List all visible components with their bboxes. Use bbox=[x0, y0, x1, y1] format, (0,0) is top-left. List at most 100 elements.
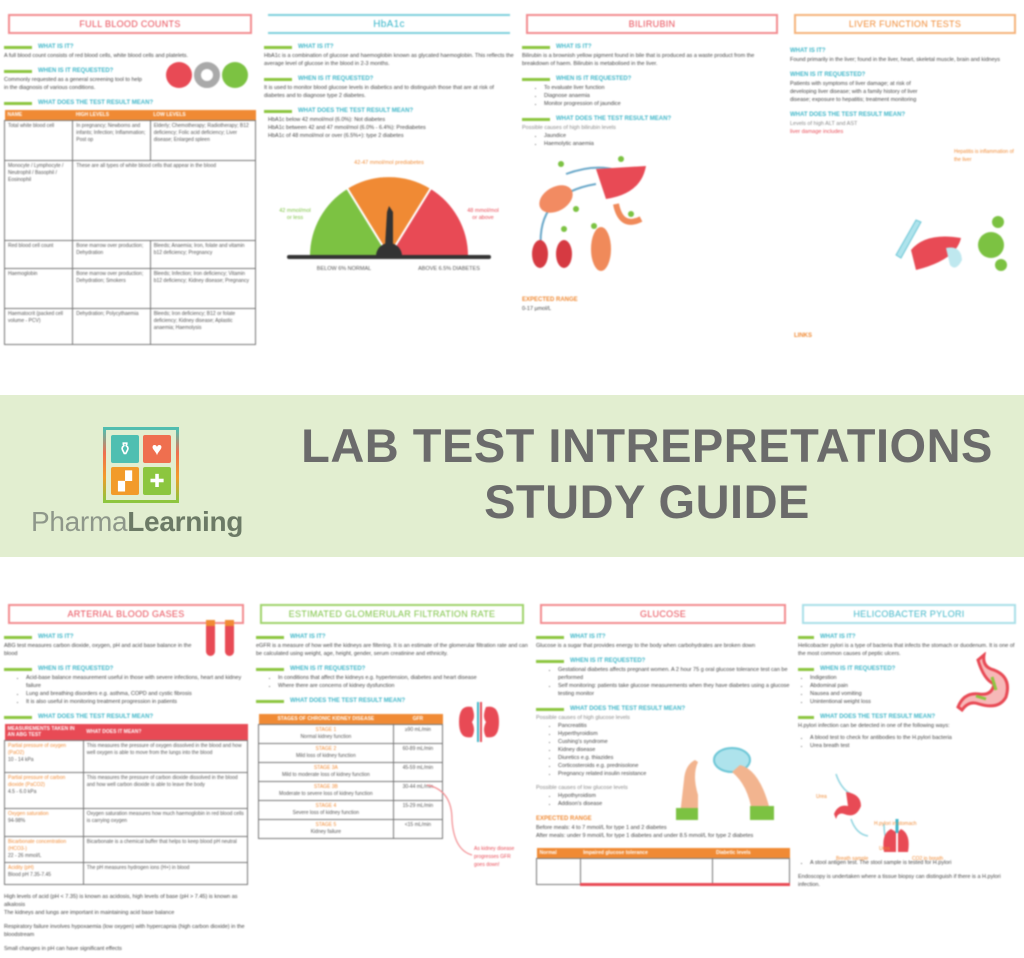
cell: These are all types of white blood cells… bbox=[72, 160, 256, 241]
headline-line-1: LAB TEST INTREPRETATIONS bbox=[301, 419, 993, 472]
section-heading: WHEN IS IT REQUESTED? bbox=[570, 658, 646, 664]
list-item: Corticosteroids e.g. prednisolone bbox=[558, 762, 790, 770]
list-item: Addison's disease bbox=[558, 800, 790, 808]
annotation-arrow-icon bbox=[426, 784, 473, 856]
section-bar bbox=[264, 109, 292, 113]
bottom-page-row: ARTERIAL BLOOD GASES WHAT IS IT? ABG tes… bbox=[0, 590, 1024, 958]
section-heading: WHAT IS IT? bbox=[790, 48, 826, 54]
blood-tube-icon bbox=[225, 620, 234, 656]
result-intro: Possible causes of high bilirubin levels bbox=[522, 125, 616, 131]
expected-range-line: After meals: under 9 mmol/L for type 1 d… bbox=[536, 833, 754, 839]
gauge-top-label: 42-47 mmol/mol prediabetes bbox=[354, 160, 424, 166]
links-label: LINKS bbox=[794, 333, 812, 339]
glucose-meter-hands-icon bbox=[676, 747, 774, 820]
cell: This measures the pressure of carbon dio… bbox=[82, 772, 249, 809]
page-title: FULL BLOOD COUNTS bbox=[8, 14, 252, 34]
fbc-table: NAME HIGH LEVELS LOW LEVELS Total white … bbox=[3, 110, 257, 345]
section-heading: WHAT DOES THE TEST RESULT MEAN? bbox=[298, 108, 414, 114]
expected-range-value: 0-17 µmol/L bbox=[522, 306, 552, 312]
measure-name: Partial pressure of oxygen (PaO2) bbox=[8, 743, 67, 756]
section-bar bbox=[4, 667, 32, 671]
measure-name: Oxygen saturation bbox=[8, 811, 49, 817]
cell: Elderly; Chemotherapy; Radiotherapy; B12… bbox=[149, 120, 257, 161]
cell: Monocyte / Lymphocyte / Neutrophil / Bas… bbox=[3, 160, 74, 241]
list-item: Urea breath test bbox=[810, 742, 1020, 750]
section-heading: WHAT DOES THE TEST RESULT MEAN? bbox=[790, 112, 906, 118]
section-bar bbox=[256, 699, 284, 703]
what-text: Helicobacter pylori is a type of bacteri… bbox=[798, 643, 1015, 657]
page-glucose: GLUCOSE WHAT IS IT? Glucose is a sugar t… bbox=[532, 590, 794, 958]
list-item: Cushing's syndrome bbox=[558, 738, 790, 746]
cell: STAGE 5 Kidney failure bbox=[258, 819, 394, 839]
cell: Dehydration; Polycythaemia bbox=[72, 308, 151, 345]
result-list: Jaundice Haemolytic anaemia bbox=[522, 132, 782, 148]
measure-range: 10 - 14 kPa bbox=[8, 757, 34, 763]
section-heading: WHEN IS IT REQUESTED? bbox=[556, 76, 632, 82]
cell: The pH measures hydrogen ions (H+) in bl… bbox=[82, 862, 249, 885]
page-title: HELICOBACTER PYLORI bbox=[802, 604, 1016, 624]
heart-handshake-icon: ♥ bbox=[143, 435, 171, 463]
test-methods-list-2: A stool antigen test. The stool sample i… bbox=[798, 859, 1020, 867]
measure-range: Blood pH 7.35-7.45 bbox=[8, 872, 52, 878]
table-row: STAGE 3B Moderate to severe loss of kidne… bbox=[258, 781, 444, 801]
stage: STAGE 2 bbox=[315, 746, 337, 752]
page-title: LAB TEST INTREPRETATIONS STUDY GUIDE bbox=[270, 418, 1024, 530]
red-blood-cell-icon bbox=[166, 62, 192, 88]
cell: Bleeds; Iron deficiency; B12 or folate d… bbox=[149, 308, 257, 345]
page-egfr: ESTIMATED GLOMERULAR FILTRATION RATE WHA… bbox=[252, 590, 532, 958]
list-item: Monitor progression of jaundice bbox=[544, 100, 782, 108]
section-heading: WHAT DOES THE TEST RESULT MEAN? bbox=[556, 116, 672, 122]
section-heading: WHAT IS IT? bbox=[298, 44, 334, 50]
hba1c-gauge: 42-47 mmol/mol prediabetes 42 mmol/mol o… bbox=[279, 146, 499, 276]
abg-table: MEASUREMENTS TAKEN IN AN ABG TEST WHAT D… bbox=[4, 724, 249, 885]
page-title: GLUCOSE bbox=[540, 604, 786, 624]
table-row bbox=[536, 858, 790, 886]
liver-damage-highlight: liver damage includes bbox=[790, 129, 844, 135]
gauge-left-label: 42 mmol/mol or less bbox=[279, 208, 311, 221]
result-line: HbA1c between 42 and 47 mmol/mol (6.0% -… bbox=[268, 125, 426, 131]
list-item: A stool antigen test. The stool sample i… bbox=[810, 859, 1020, 867]
what-text: eGFR is a measure of how well the kidney… bbox=[256, 643, 528, 657]
expected-range-label: EXPECTED RANGE bbox=[522, 297, 578, 303]
result-line: HbA1c below 42 mmol/mol (6.0%): Not diab… bbox=[268, 117, 386, 123]
page-title: LIVER FUNCTION TESTS bbox=[794, 14, 1016, 34]
section-heading: WHEN IS IT REQUESTED? bbox=[790, 72, 866, 78]
page-title: ARTERIAL BLOOD GASES bbox=[8, 604, 244, 624]
page-full-blood-counts: FULL BLOOD COUNTS WHAT IS IT? A full blo… bbox=[0, 0, 260, 395]
stage: STAGE 5 bbox=[315, 822, 337, 828]
section-heading: WHAT IS IT? bbox=[290, 634, 326, 640]
table-row: STAGE 5 Kidney failure <15 mL/min bbox=[258, 819, 444, 839]
page-liver-function-tests: LIVER FUNCTION TESTS WHAT IS IT? Found p… bbox=[786, 0, 1024, 395]
when-list: Acid-base balance measurement useful in … bbox=[4, 674, 248, 706]
what-text: Bilirubin is a brownish yellow pigment f… bbox=[522, 53, 755, 67]
col-header: GFR bbox=[393, 714, 443, 725]
medical-cross-icon: ✚ bbox=[143, 467, 171, 495]
test-methods-list: A blood test to check for antibodies to … bbox=[798, 734, 1020, 750]
stage-desc: Mild loss of kidney function bbox=[295, 753, 356, 759]
when-text: It is used to monitor blood glucose leve… bbox=[264, 85, 494, 99]
table-row: Oxygen saturation 94-98% Oxygen saturatio… bbox=[4, 808, 249, 837]
platelet-icon bbox=[222, 62, 248, 88]
col-header: HIGH LEVELS bbox=[72, 110, 151, 121]
table-row: Total white blood cell In pregnancy; New… bbox=[3, 120, 257, 161]
cell: Haematocrit (packed cell volume - PCV) bbox=[3, 308, 74, 345]
when-text: Patients with symptoms of liver damage; … bbox=[790, 81, 918, 103]
high-causes-list: Pancreatitis Hyperthyroidism Cushing's s… bbox=[536, 722, 790, 778]
section-heading: WHAT DOES THE TEST RESULT MEAN? bbox=[38, 100, 154, 106]
cell: STAGE 4 Severe loss of kidney function bbox=[258, 800, 394, 820]
blood-cells-illustration bbox=[166, 62, 248, 88]
white-blood-cell-icon bbox=[194, 62, 220, 88]
diagram-label: Urea bbox=[879, 846, 890, 852]
list-item: Hyperthyroidism bbox=[558, 730, 790, 738]
col-header: LOW LEVELS bbox=[150, 110, 256, 121]
when-list: Gestational diabetes affects pregnant wo… bbox=[536, 666, 790, 698]
page-bilirubin: BILIRUBIN WHAT IS IT? Bilirubin is a bro… bbox=[518, 0, 786, 395]
cell: In pregnancy; Newborns and infants; Infe… bbox=[72, 120, 151, 161]
medicine-bottle-icon: ⚱ bbox=[111, 435, 139, 463]
cell: STAGE 3A Mild to moderate loss of kidney … bbox=[258, 762, 394, 782]
kidneys-icon bbox=[459, 702, 499, 742]
page-title: HbA1c bbox=[268, 14, 510, 34]
section-heading: WHAT DOES THE TEST RESULT MEAN? bbox=[290, 698, 406, 704]
bilirubin-metabolism-diagram-icon bbox=[532, 156, 646, 271]
section-bar bbox=[798, 635, 814, 639]
